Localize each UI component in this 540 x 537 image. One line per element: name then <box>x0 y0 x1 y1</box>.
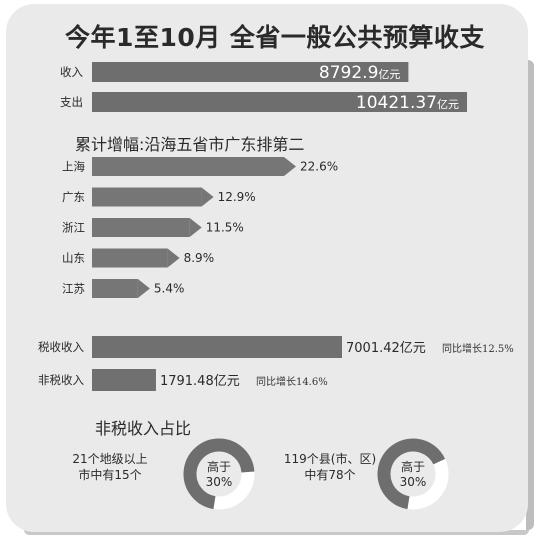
unit-label: 亿元 <box>378 68 400 81</box>
donut-ring-filled <box>183 438 255 510</box>
data-label: 10421.37亿元 <box>356 93 459 113</box>
category-label: 税收收入 <box>38 340 84 354</box>
category-label: 山东 <box>62 251 85 265</box>
category-label: 江苏 <box>62 282 85 296</box>
data-label: 8.9% <box>184 251 215 265</box>
bar <box>92 369 156 391</box>
data-label: 11.5% <box>206 221 244 235</box>
panel-shadow <box>24 530 529 535</box>
growth-label: 同比增长12.5% <box>442 342 514 355</box>
category-label: 非税收入 <box>38 373 84 387</box>
donut-section-title: 非税收入占比 <box>95 419 192 438</box>
growth-chart-title: 累计增幅:沿海五省市广东排第二 <box>75 135 305 154</box>
donut-caption: 市中有15个 <box>78 467 141 482</box>
category-label: 广东 <box>62 190 85 204</box>
bar-arrow <box>284 157 296 176</box>
bar-arrow <box>167 248 180 268</box>
data-label: 1791.48亿元 <box>160 374 240 389</box>
bar <box>92 218 190 237</box>
bar <box>92 187 202 207</box>
bar <box>92 248 168 268</box>
panel-shadow <box>526 60 534 530</box>
category-label: 浙江 <box>62 221 85 235</box>
data-label: 7001.42亿元 <box>346 341 426 356</box>
donut-center-label: 30% <box>400 475 427 489</box>
category-label: 支出 <box>60 95 83 109</box>
bar <box>92 92 467 112</box>
data-label: 12.9% <box>218 190 256 204</box>
bar-arrow <box>201 187 214 207</box>
data-label: 5.4% <box>154 282 185 296</box>
donut-caption: 21个地级以上 <box>72 452 147 466</box>
bar <box>92 157 284 176</box>
growth-label: 同比增长14.6% <box>256 375 328 388</box>
bar-arrow <box>189 218 202 237</box>
donut-center-label: 30% <box>206 475 233 489</box>
unit-label: 亿元 <box>437 98 459 111</box>
category-label: 上海 <box>62 160 85 174</box>
donut-center-label: 高于 <box>207 459 231 474</box>
category-label: 收入 <box>60 65 83 79</box>
donut-caption: 119个县(市、区) <box>284 451 376 466</box>
bar <box>92 279 138 298</box>
page-title: 今年1至10月 全省一般公共预算收支 <box>65 23 485 52</box>
donut-ring-filled <box>377 438 446 510</box>
donut-center-label: 高于 <box>401 459 425 474</box>
bar <box>92 62 409 82</box>
donut-caption: 中有78个 <box>304 467 355 482</box>
bar-arrow <box>137 279 150 298</box>
bar <box>92 336 342 358</box>
data-label: 22.6% <box>300 160 338 174</box>
data-label: 8792.9亿元 <box>319 63 400 83</box>
